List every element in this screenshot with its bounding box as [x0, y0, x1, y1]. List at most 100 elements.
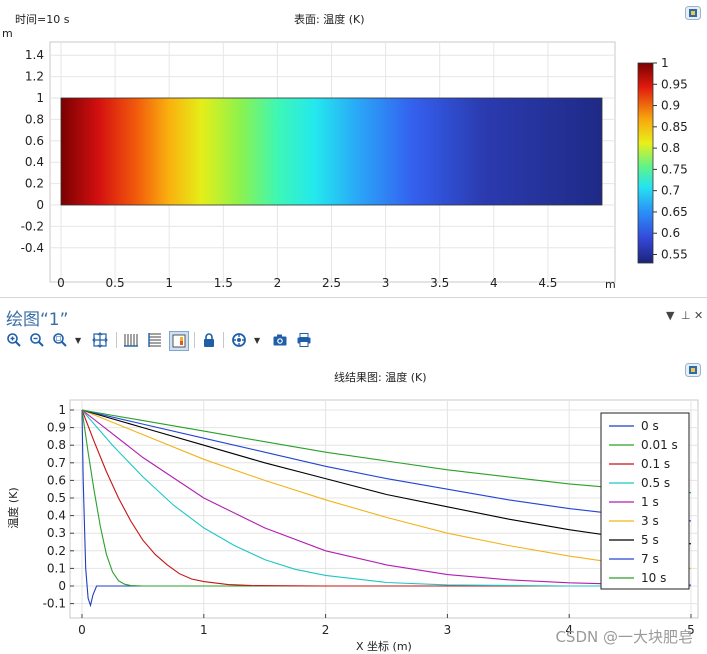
- section-divider: [0, 297, 707, 298]
- legend-label: 0.01 s: [641, 438, 678, 452]
- lock-icon: [204, 333, 214, 347]
- plot-window-header: [0, 298, 707, 356]
- legend-toggle-button[interactable]: [169, 331, 189, 351]
- pin-button[interactable]: ⊥: [681, 309, 691, 322]
- x-tick-label: 2: [322, 623, 330, 637]
- legend-label: 7 s: [641, 552, 659, 566]
- watermark: CSDN @一大块肥皂: [555, 628, 693, 646]
- y-tick-label: 0.7: [47, 456, 66, 470]
- snapshot-button[interactable]: [271, 331, 289, 349]
- y-tick-label: -0.1: [43, 597, 66, 611]
- y-tick-label: 1.4: [25, 48, 44, 62]
- line-x-ticks: 0 1 2 3 4 5: [78, 614, 695, 637]
- x-tick-label: 4: [565, 623, 573, 637]
- vertical-grid-button[interactable]: [122, 331, 140, 349]
- y-tick-label: 0.1: [47, 561, 66, 575]
- grid-vertical-icon: [124, 334, 138, 347]
- colorbar-ticks: 1 0.95 0.9 0.85 0.8 0.75 0.7 0.65 0.6 0.55: [653, 56, 688, 261]
- line-series: [81, 409, 692, 608]
- x-tick-label: 3: [444, 623, 452, 637]
- light-dropdown-arrow-icon[interactable]: ▼: [254, 336, 261, 345]
- series-line-1s: [81, 409, 692, 586]
- x-tick-label: 2.5: [322, 276, 341, 290]
- colorbar-tick-label: 1: [661, 56, 669, 70]
- x-axis-label: X 坐标 (m): [356, 640, 412, 653]
- time-label: 时间=10 s: [15, 13, 70, 26]
- surface-plot-svg: 1.4 1.2 1 0.8 0.6 0.4 0.2 0 -0.2 -0.4 0 0.5 1 1.5 2 2.…: [21, 41, 688, 290]
- comsol-logo-icon: [685, 362, 701, 377]
- y-tick-label: 0.4: [47, 509, 66, 523]
- y-tick-label: 0.2: [47, 544, 66, 558]
- zoom-in-button[interactable]: [5, 331, 23, 349]
- colorbar-tick-label: 0.95: [661, 77, 688, 91]
- colorbar-tick-label: 0.85: [661, 120, 688, 134]
- x-tick-label: 1.5: [214, 276, 233, 290]
- print-button[interactable]: [295, 331, 313, 349]
- line-y-ticks: 1 0.9 0.8 0.7 0.6 0.5 0.4 0.3 0.2 0.1 0 -0.1: [43, 403, 74, 611]
- legend-label: 10 s: [641, 571, 666, 585]
- scene-light-button[interactable]: [230, 331, 248, 349]
- print-icon: [297, 333, 311, 347]
- colorbar-tick-label: 0.75: [661, 162, 688, 176]
- x-tick-label: 0: [57, 276, 65, 290]
- camera-icon: [273, 334, 287, 346]
- x-tick-label: 5: [687, 623, 695, 637]
- zoom-box-button[interactable]: [51, 331, 69, 349]
- y-tick-label: 0.9: [47, 421, 66, 435]
- y-tick-label: 0.2: [25, 177, 44, 191]
- line-plot-svg: 1 0.9 0.8 0.7 0.6 0.5 0.4 0.3 0.2 0.1 0 -0.1 0 1 2 3 4 5…: [43, 399, 699, 637]
- series-line-5s: [81, 409, 692, 545]
- x-unit-label: m: [605, 278, 616, 291]
- x-tick-label: 3: [382, 276, 390, 290]
- legend-label: 0 s: [641, 419, 659, 433]
- colorbar-tick-label: 0.7: [661, 184, 680, 198]
- zoom-out-button[interactable]: [28, 331, 46, 349]
- y-tick-label: 0.8: [25, 112, 44, 126]
- x-tick-label: 0: [78, 623, 86, 637]
- series-line-3s: [81, 409, 692, 569]
- close-window-button[interactable]: ✕: [694, 309, 704, 322]
- y-tick-label: 0.8: [47, 438, 66, 452]
- series-line-0p5s: [81, 409, 691, 587]
- legend-label: 0.1 s: [641, 457, 670, 471]
- x-tick-label: 1: [165, 276, 173, 290]
- line-plot-title: 线结果图: 温度 (K): [334, 371, 427, 384]
- zoom-out-icon: [30, 333, 44, 347]
- colorbar-tick-label: 0.9: [661, 99, 680, 113]
- y-tick-label: -0.4: [21, 241, 44, 255]
- zoom-in-icon: [7, 333, 21, 347]
- legend-label: 3 s: [641, 514, 659, 528]
- y-tick-label: 0.6: [47, 473, 66, 487]
- series-line-7s: [81, 409, 692, 522]
- zoom-dropdown-arrow-icon[interactable]: ▼: [75, 336, 82, 345]
- horizontal-grid-button[interactable]: [146, 331, 164, 349]
- surface-y-ticks: 1.4 1.2 1 0.8 0.6 0.4 0.2 0 -0.2 -0.4: [21, 48, 44, 255]
- toolbar-separator: [194, 332, 195, 348]
- zoom-extents-icon: [92, 332, 108, 348]
- y-unit-label: m: [2, 27, 13, 40]
- colorbar-tick-label: 0.55: [661, 247, 688, 261]
- x-tick-label: 2: [274, 276, 282, 290]
- window-menu-button[interactable]: ▼: [666, 309, 675, 322]
- surface-plot-title: 表面: 温度 (K): [294, 13, 365, 26]
- lock-button[interactable]: [200, 331, 218, 349]
- x-tick-label: 0.5: [106, 276, 125, 290]
- y-tick-label: 1: [58, 403, 66, 417]
- x-tick-label: 4.5: [538, 276, 557, 290]
- surface-x-ticks: 0 0.5 1 1.5 2 2.5 3 3.5 4 4.5: [57, 276, 557, 290]
- y-tick-label: 0.3: [47, 526, 66, 540]
- grid-horizontal-icon: [148, 333, 161, 347]
- zoom-extents-button[interactable]: [91, 331, 109, 349]
- series-line-10s: [81, 409, 692, 494]
- y-tick-label: 1.2: [25, 70, 44, 84]
- y-tick-label: 0.5: [47, 491, 66, 505]
- colorbar-tick-label: 0.8: [661, 141, 680, 155]
- x-tick-label: 4: [490, 276, 498, 290]
- series-line-0p1s: [81, 409, 691, 587]
- y-tick-label: -0.2: [21, 219, 44, 233]
- legend-label: 1 s: [641, 495, 659, 509]
- toolbar-separator: [116, 332, 117, 348]
- y-tick-label: 0: [36, 198, 44, 212]
- y-tick-label: 0.6: [25, 134, 44, 148]
- temperature-domain: [60, 97, 603, 206]
